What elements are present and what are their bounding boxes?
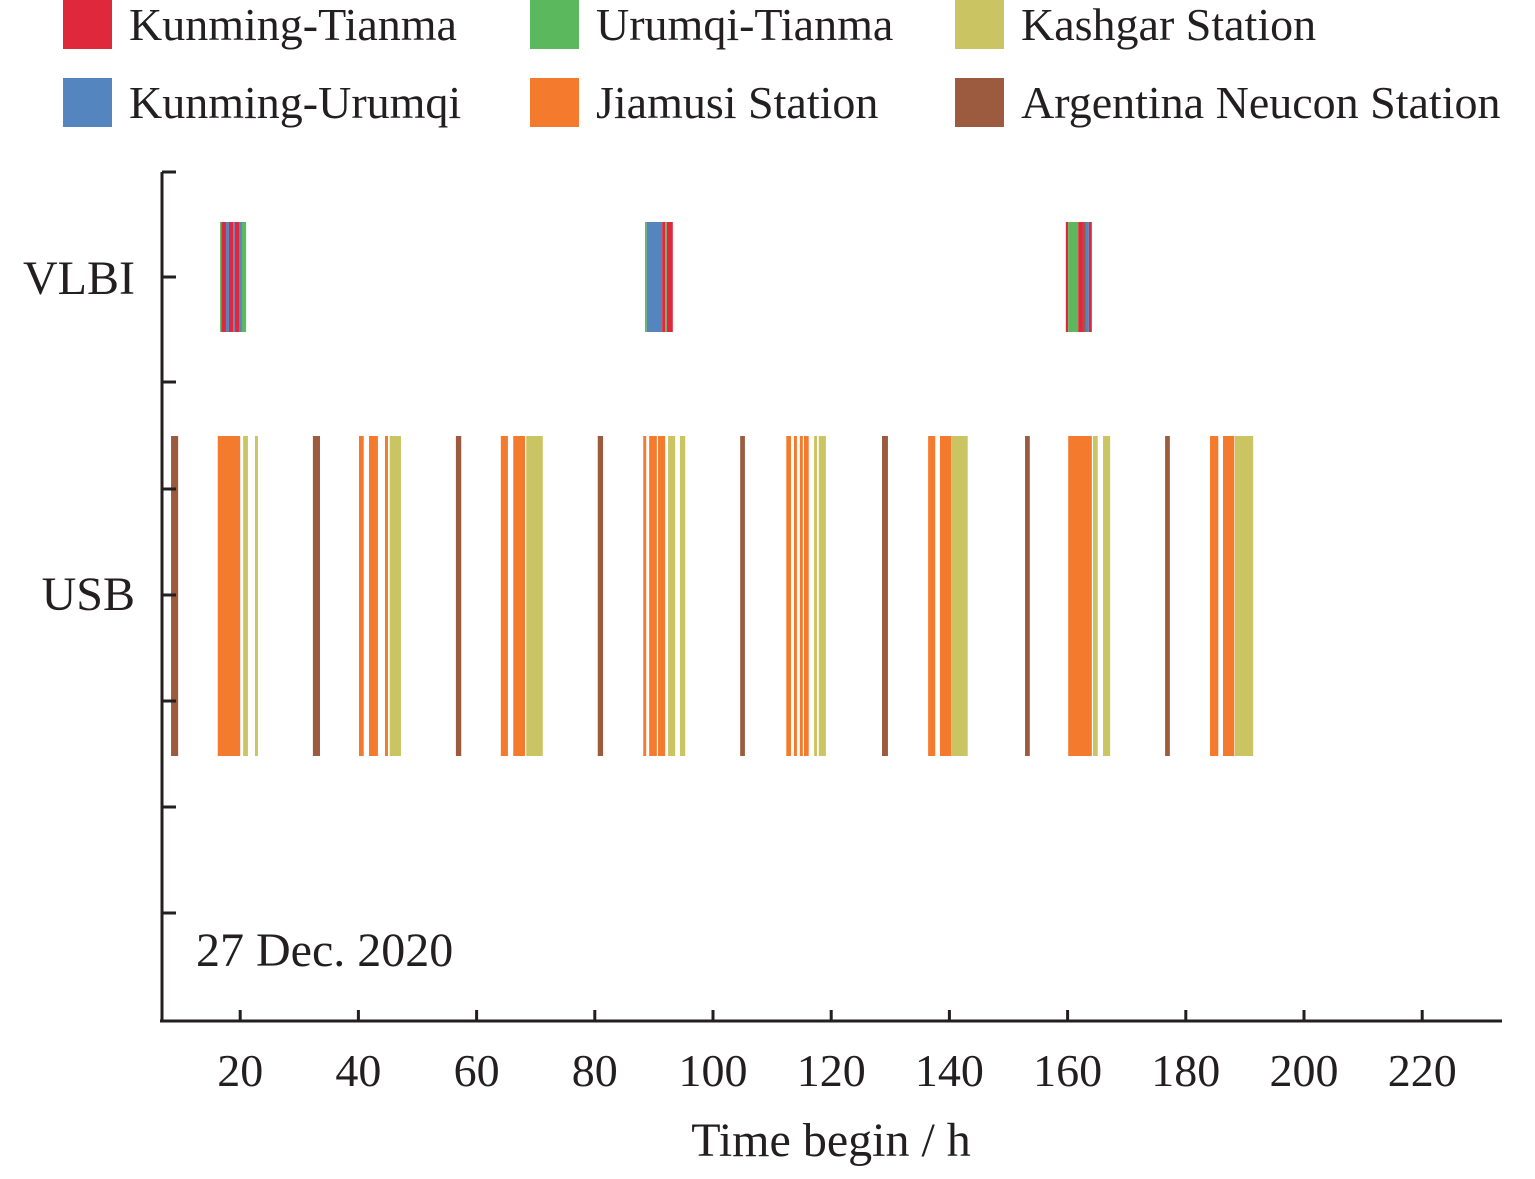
usb-bar-ks [243, 436, 248, 756]
usb-bar-ks [951, 436, 968, 756]
x-axis-label: Time begin / h [691, 1114, 971, 1167]
date-annotation: 27 Dec. 2020 [196, 924, 453, 977]
legend-swatch-js [530, 78, 579, 127]
usb-bar-js [500, 436, 508, 756]
x-tick-label: 40 [335, 1045, 381, 1096]
usb-bar-js [369, 436, 378, 756]
x-tick-label: 80 [572, 1045, 618, 1096]
x-tick-label: 20 [217, 1045, 263, 1096]
usb-bar-js [643, 436, 647, 756]
usb-bar-an [1025, 436, 1030, 756]
usb-bar-js [358, 436, 364, 756]
usb-bar-ks [389, 436, 401, 756]
vlbi-bar-ku [226, 222, 229, 332]
usb-bar-ks [526, 436, 543, 756]
x-tick-label: 120 [797, 1045, 866, 1096]
vlbi-bar-kt [666, 222, 673, 332]
legend-label-ut: Urumqi-Tianma [596, 0, 893, 50]
usb-bar-js [786, 436, 792, 756]
vlbi-bar-ut [220, 222, 222, 332]
legend-label-ku: Kunming-Urumqi [129, 77, 461, 128]
vlbi-bar-kt [662, 222, 666, 332]
usb-bar-js [1223, 436, 1235, 756]
usb-bar-ks [818, 436, 826, 756]
usb-bar-js [658, 436, 666, 756]
vlbi-bar-kt [1088, 222, 1092, 332]
vlbi-bar-kt [1078, 222, 1083, 332]
usb-bar-js [513, 436, 526, 756]
x-tick-label: 200 [1270, 1045, 1339, 1096]
vlbi-bar-ut [1068, 222, 1079, 332]
vlbi-bar-an [1082, 222, 1086, 332]
usb-bar-js [793, 436, 797, 756]
x-tick-label: 220 [1388, 1045, 1457, 1096]
usb-bar-js [928, 436, 936, 756]
vlbi-bar-ut [665, 222, 667, 332]
x-tick-label: 160 [1033, 1045, 1102, 1096]
usb-bar-ks [254, 436, 258, 756]
vlbi-bar-ku [233, 222, 235, 332]
usb-bar-an [455, 436, 462, 756]
usb-bar-an [1165, 436, 1170, 756]
legend: Kunming-Tianma Urumqi-Tianma Kashgar Stati… [63, 0, 1501, 128]
legend-swatch-ku [63, 78, 112, 127]
usb-bar-js [799, 436, 803, 756]
bars [171, 222, 1254, 756]
x-ticks: 20 40 60 80 100 120 140 160 180 200 220 [217, 1010, 1457, 1096]
usb-bar-ks [1093, 436, 1098, 756]
x-tick-label: 180 [1151, 1045, 1220, 1096]
usb-bar-an [740, 436, 745, 756]
usb-bar-an [312, 436, 320, 756]
usb-bar-ks [814, 436, 818, 756]
vlbi-bar-kt [234, 222, 240, 332]
vlbi-bar-ku [646, 222, 663, 332]
legend-swatch-ut [530, 0, 579, 49]
usb-bar-ks [668, 436, 676, 756]
usb-bar-js [804, 436, 809, 756]
vlbi-bar-kt [221, 222, 227, 332]
usb-bar-js [1210, 436, 1219, 756]
usb-bar-an [597, 436, 604, 756]
vlbi-bar-kt [1065, 222, 1069, 332]
usb-bar-js [217, 436, 241, 756]
legend-label-kt: Kunming-Tianma [129, 0, 457, 50]
x-tick-label: 140 [915, 1045, 984, 1096]
vlbi-bar-ku [1085, 222, 1089, 332]
vlbi-bar-ut [645, 222, 647, 332]
usb-bar-ks [1103, 436, 1111, 756]
x-tick-label: 100 [679, 1045, 748, 1096]
legend-swatch-ks [955, 0, 1004, 49]
y-label-usb: USB [42, 568, 135, 621]
usb-bar-an [882, 436, 888, 756]
usb-bar-ks [1234, 436, 1254, 756]
vlbi-bar-ku [239, 222, 242, 332]
legend-swatch-kt [63, 0, 112, 49]
y-ticks [162, 170, 176, 915]
usb-bar-js [649, 436, 657, 756]
y-label-vlbi: VLBI [23, 252, 135, 305]
legend-label-ks: Kashgar Station [1021, 0, 1316, 50]
usb-bar-js [939, 436, 952, 756]
legend-label-an: Argentina Neucon Station [1021, 77, 1501, 128]
usb-bar-ks [679, 436, 686, 756]
legend-label-js: Jiamusi Station [596, 77, 878, 128]
usb-bar-js [1068, 436, 1092, 756]
vlbi-bar-kt [228, 222, 234, 332]
usb-bar-js [384, 436, 388, 756]
vlbi-bar-ut [241, 222, 247, 332]
legend-swatch-an [955, 78, 1004, 127]
x-tick-label: 60 [454, 1045, 500, 1096]
